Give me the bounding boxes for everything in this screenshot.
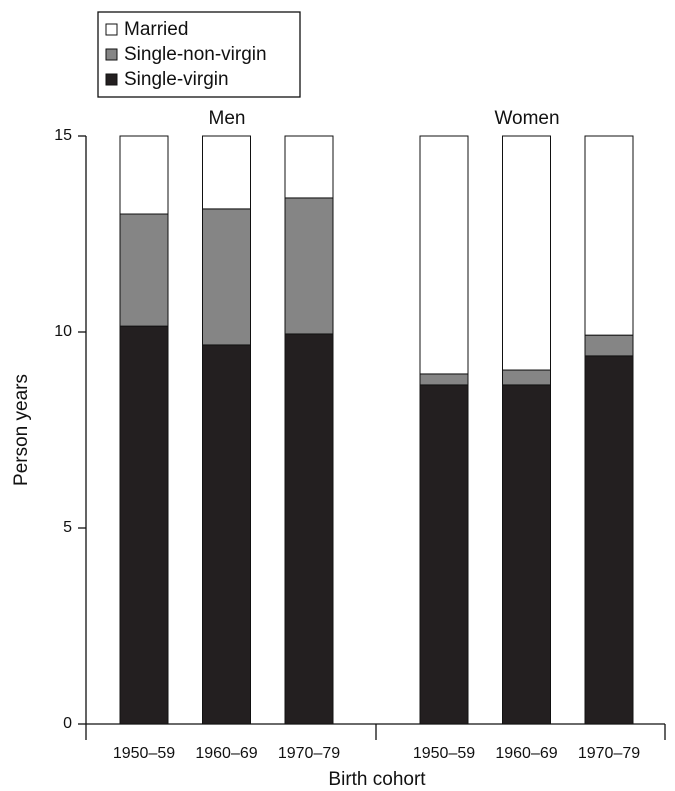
y-tick-label: 0	[63, 715, 72, 732]
x-tick-label: 1950–59	[113, 745, 175, 762]
group-label: Women	[494, 108, 559, 129]
bar-segment	[584, 334, 634, 357]
group-label: Men	[209, 108, 246, 129]
bar-segment	[419, 373, 469, 386]
x-tick-label: 1960–69	[495, 745, 557, 762]
legend-label: Married	[124, 19, 188, 40]
legend-swatch	[105, 73, 118, 86]
legend-swatch	[105, 48, 118, 61]
x-tick-label: 1970–79	[278, 745, 340, 762]
bar-segment	[284, 333, 334, 725]
legend-swatch	[105, 23, 118, 36]
bar-segment	[202, 208, 251, 346]
x-axis-title: Birth cohort	[328, 769, 426, 790]
bar-segment	[584, 355, 634, 725]
legend-label: Single-virgin	[124, 69, 229, 90]
legend-label: Single-non-virgin	[124, 44, 267, 65]
bar-segment	[502, 369, 551, 386]
bar-segment	[419, 384, 469, 725]
legend-box	[97, 11, 301, 98]
bar-segment	[502, 384, 551, 725]
bar-segment	[119, 213, 169, 327]
bar-segment	[284, 197, 334, 335]
bar-segment	[284, 135, 334, 199]
bar-segment	[119, 325, 169, 725]
bar-segment	[419, 135, 469, 375]
y-tick-label: 5	[63, 519, 72, 536]
bar-segment	[202, 344, 251, 725]
x-tick-label: 1950–59	[413, 745, 475, 762]
x-tick-label: 1960–69	[195, 745, 257, 762]
y-axis-title: Person years	[11, 374, 32, 486]
bar-segment	[502, 135, 551, 371]
bar-segment	[202, 135, 251, 210]
bar-segment	[119, 135, 169, 215]
bar-segment	[584, 135, 634, 336]
y-tick-label: 15	[54, 127, 72, 144]
y-tick-label: 10	[54, 323, 72, 340]
x-tick-label: 1970–79	[578, 745, 640, 762]
